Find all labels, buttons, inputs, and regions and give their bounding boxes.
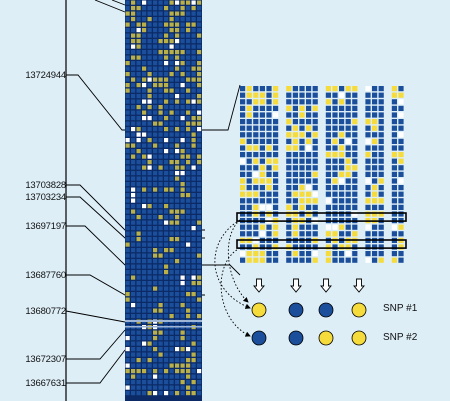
snp-2-allele-circle: [318, 330, 334, 346]
position-label-13667631: 13667631: [25, 378, 66, 389]
zoomed-haplotype-matrix: [236, 86, 407, 263]
position-label-13687760: 13687760: [25, 270, 66, 281]
position-label-13680772: 13680772: [25, 306, 66, 317]
position-leader-line: [66, 329, 126, 360]
snp-highlight-box: [236, 239, 407, 249]
position-leader-line: [66, 349, 126, 384]
position-label-13672307: 13672307: [25, 354, 66, 365]
position-leader-line: [66, 74, 241, 131]
snp-1-label: SNP #1: [383, 303, 418, 314]
genotype-matrix: [125, 0, 202, 401]
down-arrow-icon: [290, 278, 302, 293]
allele-arrows: [214, 219, 365, 337]
position-label-13724944: 13724944: [25, 70, 66, 81]
dotted-curved-arrow-icon: [214, 219, 251, 309]
snp-1-allele-circle: [351, 302, 367, 318]
snp-1-allele-circle: [318, 302, 334, 318]
snp-2-allele-circle: [288, 330, 304, 346]
snp-2-label: SNP #2: [383, 332, 418, 343]
dotted-curved-arrow-icon: [220, 247, 251, 337]
snp-allele-circles: [251, 302, 367, 346]
snp-highlight-box: [236, 212, 407, 222]
snp-2-allele-circle: [251, 330, 267, 346]
down-arrow-icon: [320, 278, 332, 293]
down-arrow-icon: [253, 278, 265, 293]
position-leader-lines: [65, 0, 241, 384]
snp-1-allele-circle: [251, 302, 267, 318]
dotted-curved-arrow-icon: [227, 219, 249, 303]
position-leader-line: [65, 310, 126, 323]
snp-1-allele-circle: [288, 302, 304, 318]
position-label-13697197: 13697197: [25, 221, 66, 232]
position-label-13703828: 13703828: [25, 180, 66, 191]
down-arrow-icon: [353, 278, 365, 293]
matrix-separator: [125, 320, 202, 322]
position-label-13703234: 13703234: [25, 192, 66, 203]
matrix-separator: [125, 326, 202, 328]
snp-2-allele-circle: [351, 330, 367, 346]
